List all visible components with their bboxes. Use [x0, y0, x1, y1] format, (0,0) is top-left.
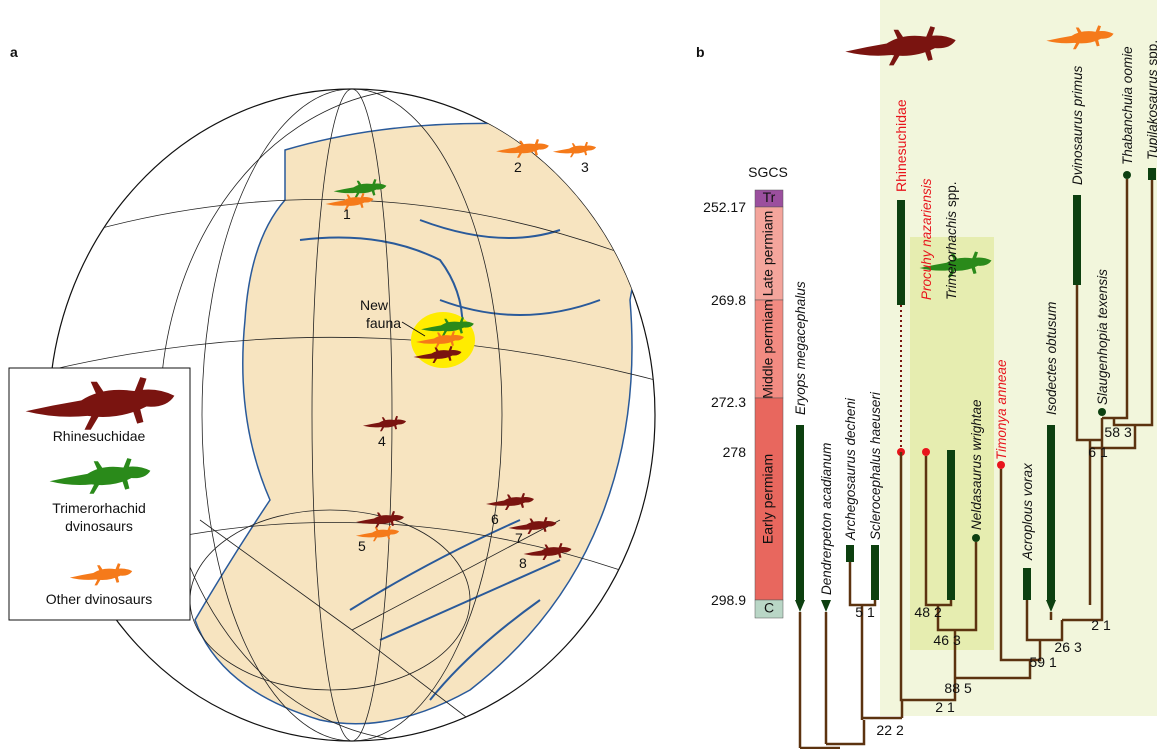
- taxon-name: Trimerorhachis: [944, 211, 959, 300]
- node-support: 1: [867, 604, 875, 620]
- timescale-title: SGCS: [748, 164, 788, 180]
- range-bar: [846, 545, 854, 562]
- node-support: 46: [933, 632, 949, 648]
- locality-number: 3: [581, 159, 589, 175]
- locality-number: 4: [378, 433, 386, 449]
- node-support: 1: [1049, 654, 1057, 670]
- branch: [800, 612, 864, 748]
- taxon-qualifier: spp.: [944, 181, 959, 207]
- range-arrow: [821, 600, 831, 612]
- range-bar: [897, 200, 905, 305]
- taxon-label: Timonya anneae: [994, 360, 1009, 460]
- range-bar: [1023, 568, 1031, 600]
- age-label: 278: [723, 444, 747, 460]
- node-support: 2: [1091, 617, 1099, 633]
- node-support: 5: [855, 604, 863, 620]
- new-fauna-label: fauna: [366, 315, 401, 331]
- locality-number: 1: [343, 206, 351, 222]
- taxon-label: Thabanchuia oomie: [1120, 46, 1135, 165]
- taxon-name: Neldasaurus wrightae: [969, 399, 984, 530]
- range-bar: [871, 545, 879, 600]
- point: [997, 461, 1005, 469]
- range-bar: [947, 450, 955, 600]
- period-label: Early permiam: [760, 454, 776, 544]
- taxon-name: Slaugenhopia texensis: [1095, 269, 1110, 405]
- taxon-label: Acroplous vorax: [1020, 462, 1035, 561]
- legend-label: Other dvinosaurs: [46, 591, 153, 607]
- point: [1098, 408, 1106, 416]
- taxon-label: Rhinesuchidae: [893, 99, 909, 192]
- taxon-label: Eryops megacephalus: [793, 281, 808, 415]
- range-bar: [1148, 168, 1156, 180]
- node-support: 3: [1074, 639, 1082, 655]
- taxon-name: Sclerocephalus haeuseri: [868, 391, 883, 540]
- node-support: 2: [935, 699, 943, 715]
- node-support: 6: [1088, 444, 1096, 460]
- locality-number: 8: [519, 555, 527, 571]
- point: [922, 448, 930, 456]
- period-label: Middle permiam: [760, 299, 776, 399]
- locality-number: 5: [358, 538, 366, 554]
- node-support: 2: [896, 722, 904, 738]
- taxon-name: Dendrerpeton acadianum: [819, 443, 834, 595]
- range-bar: [1073, 195, 1081, 285]
- taxon-label: Dvinosaurus primus: [1070, 65, 1085, 185]
- node-support: 48: [914, 604, 930, 620]
- figure: ab12345678NewfaunaRhinesuchidaeTrimerorh…: [0, 0, 1157, 749]
- taxon-label: Sclerocephalus haeuseri: [868, 391, 883, 540]
- taxon-label: Neldasaurus wrightae: [969, 399, 984, 530]
- age-label: 298.9: [711, 592, 746, 608]
- taxon-label: Dendrerpeton acadianum: [819, 443, 834, 595]
- period-label: C: [764, 600, 774, 616]
- age-label: 272.3: [711, 394, 746, 410]
- range-arrow: [795, 600, 805, 612]
- point: [1123, 171, 1131, 179]
- age-label: 252.17: [703, 199, 746, 215]
- panel-label: a: [10, 44, 18, 60]
- period-label: Tr: [763, 189, 776, 205]
- locality-number: 6: [491, 511, 499, 527]
- taxon-label: Archegosaurus decheni: [843, 397, 858, 541]
- period-label: Late permiam: [760, 211, 776, 297]
- legend-label: dvinosaurs: [65, 518, 133, 534]
- taxon-label: Isodectes obtusum: [1044, 302, 1059, 415]
- node-support: 26: [1054, 639, 1070, 655]
- age-label: 269.8: [711, 292, 746, 308]
- taxon-label: Procuhy nazariensis: [919, 178, 934, 300]
- node-support: 5: [964, 680, 972, 696]
- new-fauna-label: New: [360, 297, 389, 313]
- taxon-name: Acroplous vorax: [1020, 462, 1035, 561]
- range-bar: [1047, 425, 1055, 600]
- taxon-name: Procuhy nazariensis: [919, 178, 934, 300]
- range-bar: [796, 425, 804, 600]
- taxon-name: Isodectes obtusum: [1044, 302, 1059, 415]
- taxon-label: Tupilakosaurus spp.: [1145, 40, 1157, 160]
- locality-number: 2: [514, 159, 522, 175]
- legend-label: Rhinesuchidae: [53, 428, 146, 444]
- taxon-qualifier: spp.: [1145, 40, 1157, 66]
- node-support: 88: [944, 680, 960, 696]
- node-support: 1: [1100, 444, 1108, 460]
- point: [972, 534, 980, 542]
- node-support: 2: [934, 604, 942, 620]
- taxon-name: Dvinosaurus primus: [1070, 65, 1085, 185]
- panel-label: b: [696, 44, 705, 60]
- taxon-label: Trimerorhachis spp.: [944, 181, 959, 300]
- taxon-name: Tupilakosaurus: [1145, 69, 1157, 160]
- taxon-name: Thabanchuia oomie: [1120, 46, 1135, 165]
- legend-label: Trimerorhachid: [52, 500, 146, 516]
- node-support: 1: [947, 699, 955, 715]
- node-support: 1: [1103, 617, 1111, 633]
- taxon-label: Slaugenhopia texensis: [1095, 269, 1110, 405]
- taxon-name: Rhinesuchidae: [893, 99, 909, 192]
- node-support: 3: [1124, 424, 1132, 440]
- node-support: 22: [876, 722, 892, 738]
- node-support: 59: [1029, 654, 1045, 670]
- taxon-name: Archegosaurus decheni: [843, 397, 858, 541]
- taxon-name: Timonya anneae: [994, 360, 1009, 460]
- node-support: 3: [953, 632, 961, 648]
- taxon-name: Eryops megacephalus: [793, 281, 808, 415]
- node-support: 58: [1104, 424, 1120, 440]
- locality-number: 7: [515, 530, 523, 546]
